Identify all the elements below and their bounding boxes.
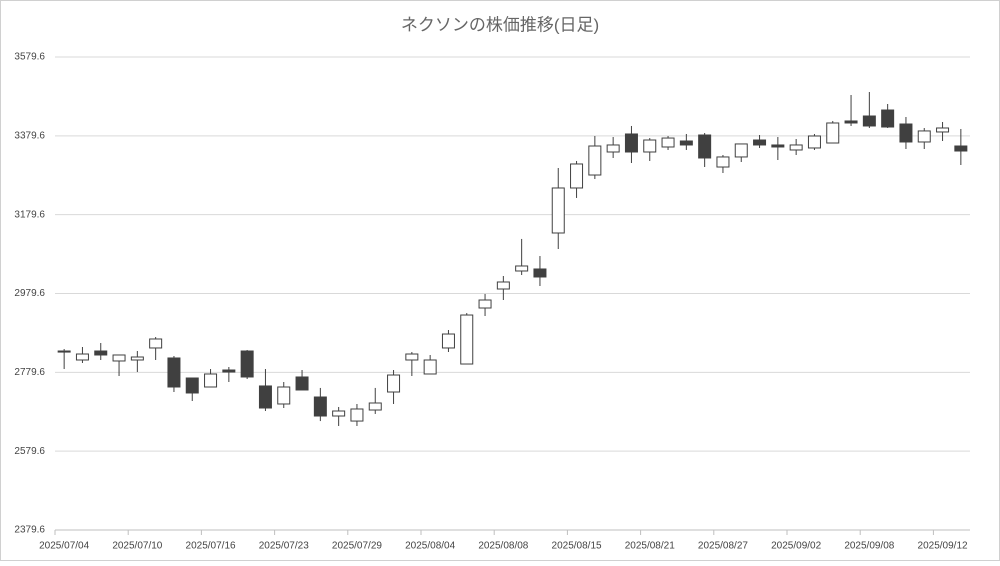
candle-body (112, 354, 126, 362)
x-tick-label: 2025/07/23 (259, 541, 309, 552)
x-tick-label: 2025/08/15 (552, 541, 602, 552)
candle-body (460, 314, 474, 365)
candle-body (899, 123, 913, 143)
candle-body (789, 144, 803, 151)
candle-body (881, 109, 895, 128)
candle-body (57, 350, 71, 353)
candle-body (917, 130, 931, 143)
candle-body (204, 373, 218, 388)
candle-body (643, 139, 657, 153)
candle-body (75, 353, 89, 361)
candle-body (350, 408, 364, 422)
candle-body (496, 281, 510, 290)
y-tick-label: 2979.6 (14, 288, 45, 299)
candle-body (515, 265, 529, 272)
x-tick-label: 2025/08/21 (625, 541, 675, 552)
candle-body (332, 410, 346, 417)
candle-body (661, 137, 675, 148)
candle-body (387, 374, 401, 393)
chart-title: ネクソンの株価推移(日足) (401, 15, 599, 34)
candle-body (862, 115, 876, 127)
x-tick-label: 2025/07/16 (186, 541, 236, 552)
candle-body (698, 134, 712, 159)
y-tick-label: 3579.6 (14, 52, 45, 63)
x-tick-label: 2025/07/10 (112, 541, 162, 552)
candle-body (954, 145, 968, 152)
y-tick-label: 2779.6 (14, 367, 45, 378)
candle-body (149, 338, 163, 349)
candle-body (533, 268, 547, 278)
candle-body (240, 350, 254, 378)
candle-body (405, 353, 419, 361)
candle-body (807, 135, 821, 149)
candle-body (258, 385, 272, 409)
candle-body (185, 377, 199, 394)
candle-body (570, 163, 584, 189)
x-tick-label: 2025/08/08 (478, 541, 528, 552)
y-tick-label: 2379.6 (14, 525, 45, 536)
candle-body (130, 356, 144, 361)
candle-body (478, 299, 492, 309)
candle-body (679, 140, 693, 146)
x-tick-label: 2025/09/02 (771, 541, 821, 552)
x-tick-label: 2025/09/08 (844, 541, 894, 552)
candle-body (753, 139, 767, 146)
candle-body (936, 127, 950, 133)
candle-body (295, 376, 309, 391)
y-tick-label: 3179.6 (14, 209, 45, 220)
candle-body (313, 396, 327, 417)
candle-body (771, 144, 785, 148)
candle-body (624, 133, 638, 153)
y-tick-label: 2579.6 (14, 446, 45, 457)
candle-body (826, 122, 840, 144)
candle-body (588, 145, 602, 176)
y-tick-label: 3379.6 (14, 130, 45, 141)
x-tick-label: 2025/08/04 (405, 541, 455, 552)
x-tick-label: 2025/09/12 (918, 541, 968, 552)
x-tick-label: 2025/07/29 (332, 541, 382, 552)
candle-body (716, 156, 730, 168)
candle-body (277, 386, 291, 405)
candle-body (844, 120, 858, 124)
candle-body (368, 402, 382, 411)
candle-body (423, 359, 437, 375)
candle-body (606, 144, 620, 153)
x-tick-label: 2025/08/27 (698, 541, 748, 552)
candle-body (441, 333, 455, 349)
candle-body (167, 357, 181, 388)
candle-body (222, 369, 236, 373)
x-tick-label: 2025/07/04 (39, 541, 89, 552)
candle-body (734, 143, 748, 158)
candle-body (94, 350, 108, 356)
candle-body (551, 187, 565, 234)
